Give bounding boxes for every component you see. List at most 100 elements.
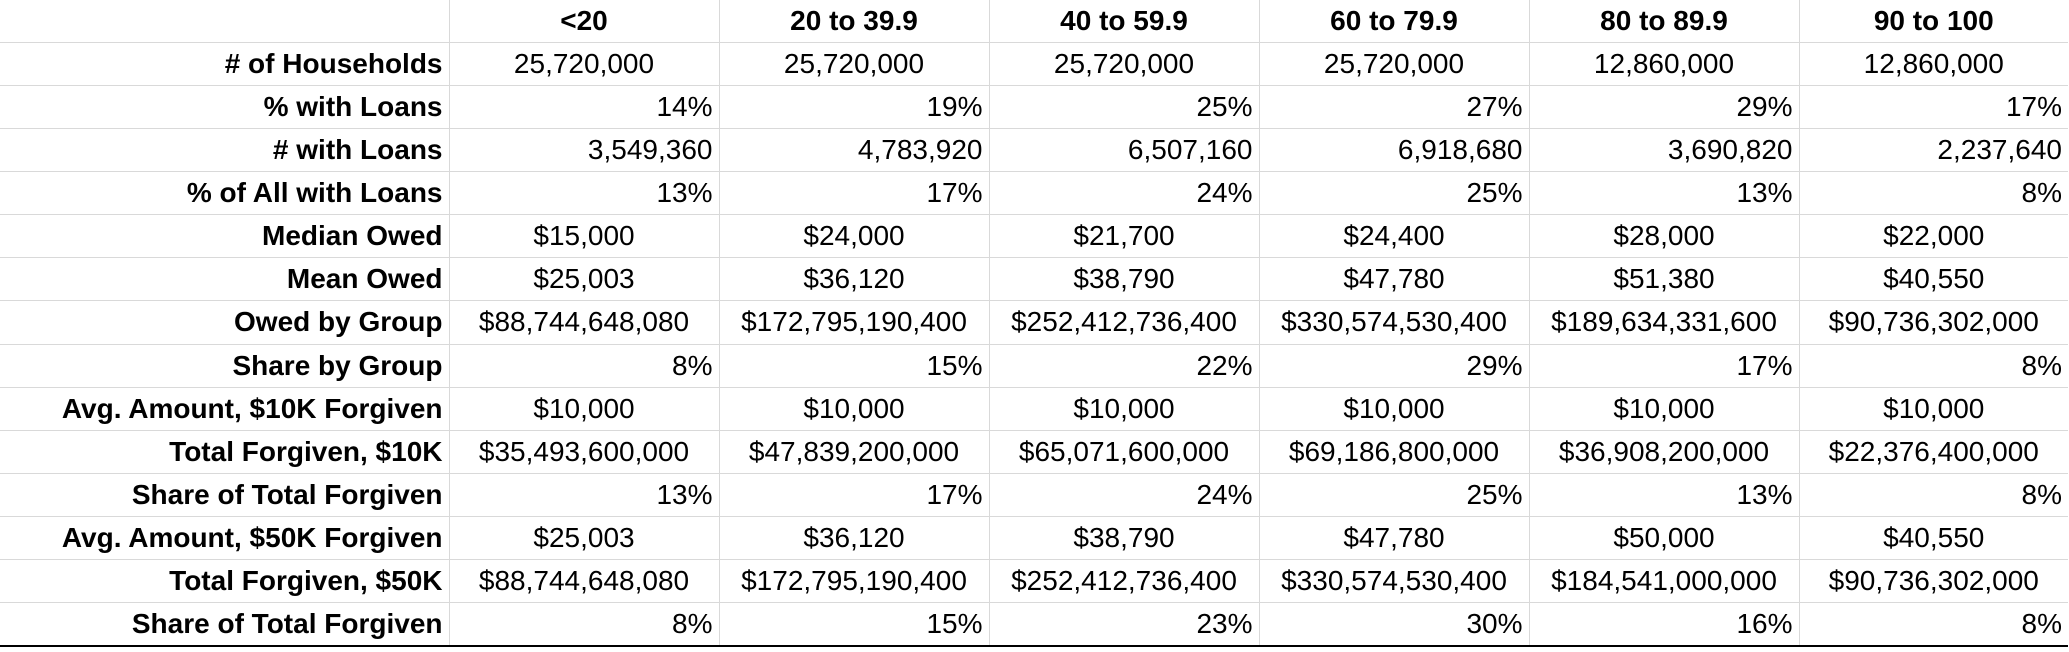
table-cell[interactable]: 15% xyxy=(718,343,990,388)
table-cell[interactable]: 30% xyxy=(1258,601,1530,647)
row-label[interactable]: % with Loans xyxy=(0,85,450,130)
table-cell[interactable]: $38,790 xyxy=(988,257,1260,302)
table-cell[interactable]: 8% xyxy=(1798,171,2068,216)
table-cell[interactable]: 25,720,000 xyxy=(1258,42,1530,87)
table-cell[interactable]: 27% xyxy=(1258,85,1530,130)
table-cell[interactable]: $47,839,200,000 xyxy=(718,429,990,474)
row-label[interactable]: Avg. Amount, $10K Forgiven xyxy=(0,386,450,431)
table-cell[interactable]: 24% xyxy=(988,472,1260,517)
column-header[interactable]: <20 xyxy=(448,0,720,44)
table-cell[interactable]: $36,908,200,000 xyxy=(1528,429,1800,474)
table-cell[interactable]: 4,783,920 xyxy=(718,128,990,173)
table-cell[interactable]: 19% xyxy=(718,85,990,130)
row-label[interactable]: Share of Total Forgiven xyxy=(0,472,450,517)
table-cell[interactable]: $65,071,600,000 xyxy=(988,429,1260,474)
table-cell[interactable]: $22,000 xyxy=(1798,214,2068,259)
table-cell[interactable]: 14% xyxy=(448,85,720,130)
table-cell[interactable]: 16% xyxy=(1528,601,1800,647)
table-cell[interactable]: 17% xyxy=(1528,343,1800,388)
table-cell[interactable]: $90,736,302,000 xyxy=(1798,558,2068,603)
table-cell[interactable]: 8% xyxy=(1798,472,2068,517)
table-cell[interactable]: $184,541,000,000 xyxy=(1528,558,1800,603)
table-cell[interactable]: $47,780 xyxy=(1258,515,1530,560)
column-header[interactable]: 80 to 89.9 xyxy=(1528,0,1800,44)
table-cell[interactable]: 25,720,000 xyxy=(448,42,720,87)
table-cell[interactable]: 29% xyxy=(1528,85,1800,130)
table-cell[interactable]: $28,000 xyxy=(1528,214,1800,259)
table-cell[interactable]: 8% xyxy=(1798,601,2068,647)
table-cell[interactable]: $88,744,648,080 xyxy=(448,300,720,345)
row-label[interactable]: % of All with Loans xyxy=(0,171,450,216)
table-cell[interactable]: 25% xyxy=(1258,171,1530,216)
table-cell[interactable]: $24,400 xyxy=(1258,214,1530,259)
column-header[interactable]: 20 to 39.9 xyxy=(718,0,990,44)
table-cell[interactable]: 2,237,640 xyxy=(1798,128,2068,173)
table-cell[interactable]: 13% xyxy=(1528,472,1800,517)
table-cell[interactable]: 8% xyxy=(1798,343,2068,388)
column-header[interactable]: 60 to 79.9 xyxy=(1258,0,1530,44)
table-cell[interactable]: $69,186,800,000 xyxy=(1258,429,1530,474)
table-cell[interactable]: $330,574,530,400 xyxy=(1258,558,1530,603)
table-cell[interactable]: $10,000 xyxy=(1528,386,1800,431)
row-label[interactable]: Median Owed xyxy=(0,214,450,259)
row-label[interactable]: Total Forgiven, $10K xyxy=(0,429,450,474)
table-cell[interactable]: 8% xyxy=(448,601,720,647)
table-cell[interactable]: $10,000 xyxy=(448,386,720,431)
table-cell[interactable]: $10,000 xyxy=(718,386,990,431)
table-cell[interactable]: $25,003 xyxy=(448,515,720,560)
table-cell[interactable]: 25,720,000 xyxy=(718,42,990,87)
table-cell[interactable]: 13% xyxy=(448,171,720,216)
table-cell[interactable]: 12,860,000 xyxy=(1528,42,1800,87)
table-cell[interactable]: $47,780 xyxy=(1258,257,1530,302)
row-label[interactable]: Avg. Amount, $50K Forgiven xyxy=(0,515,450,560)
table-cell[interactable]: $40,550 xyxy=(1798,515,2068,560)
table-cell[interactable]: $252,412,736,400 xyxy=(988,300,1260,345)
table-cell[interactable]: $22,376,400,000 xyxy=(1798,429,2068,474)
table-cell[interactable]: $40,550 xyxy=(1798,257,2068,302)
table-cell[interactable]: $36,120 xyxy=(718,515,990,560)
table-cell[interactable]: 24% xyxy=(988,171,1260,216)
column-header[interactable]: 40 to 59.9 xyxy=(988,0,1260,44)
table-cell[interactable]: 17% xyxy=(718,171,990,216)
table-cell[interactable]: $172,795,190,400 xyxy=(718,300,990,345)
table-cell[interactable]: $38,790 xyxy=(988,515,1260,560)
row-label[interactable]: # with Loans xyxy=(0,128,450,173)
table-cell[interactable]: 6,507,160 xyxy=(988,128,1260,173)
table-cell[interactable]: 15% xyxy=(718,601,990,647)
table-cell[interactable]: 22% xyxy=(988,343,1260,388)
table-cell[interactable]: 17% xyxy=(1798,85,2068,130)
table-cell[interactable]: $21,700 xyxy=(988,214,1260,259)
table-cell[interactable]: $24,000 xyxy=(718,214,990,259)
table-cell[interactable]: 8% xyxy=(448,343,720,388)
table-cell[interactable]: $10,000 xyxy=(1798,386,2068,431)
row-label[interactable]: Mean Owed xyxy=(0,257,450,302)
table-cell[interactable]: $88,744,648,080 xyxy=(448,558,720,603)
table-cell[interactable]: $36,120 xyxy=(718,257,990,302)
table-cell[interactable]: 25% xyxy=(1258,472,1530,517)
table-cell[interactable]: $10,000 xyxy=(1258,386,1530,431)
table-cell[interactable]: 23% xyxy=(988,601,1260,647)
row-label[interactable]: Share of Total Forgiven xyxy=(0,601,450,647)
table-cell[interactable]: 17% xyxy=(718,472,990,517)
table-cell[interactable]: $172,795,190,400 xyxy=(718,558,990,603)
table-cell[interactable]: 12,860,000 xyxy=(1798,42,2068,87)
table-cell[interactable]: $252,412,736,400 xyxy=(988,558,1260,603)
table-cell[interactable]: 25,720,000 xyxy=(988,42,1260,87)
row-label[interactable]: Owed by Group xyxy=(0,300,450,345)
table-cell[interactable]: 3,690,820 xyxy=(1528,128,1800,173)
table-cell[interactable]: 6,918,680 xyxy=(1258,128,1530,173)
row-label[interactable]: # of Households xyxy=(0,42,450,87)
table-cell[interactable]: $25,003 xyxy=(448,257,720,302)
table-cell[interactable]: $51,380 xyxy=(1528,257,1800,302)
column-header[interactable]: 90 to 100 xyxy=(1798,0,2068,44)
row-label[interactable]: Total Forgiven, $50K xyxy=(0,558,450,603)
table-cell[interactable]: $10,000 xyxy=(988,386,1260,431)
table-cell[interactable]: 13% xyxy=(448,472,720,517)
table-cell[interactable]: 29% xyxy=(1258,343,1530,388)
table-cell[interactable]: $35,493,600,000 xyxy=(448,429,720,474)
table-cell[interactable]: $189,634,331,600 xyxy=(1528,300,1800,345)
table-cell[interactable]: $90,736,302,000 xyxy=(1798,300,2068,345)
table-cell[interactable]: $50,000 xyxy=(1528,515,1800,560)
row-label[interactable]: Share by Group xyxy=(0,343,450,388)
table-cell[interactable]: $15,000 xyxy=(448,214,720,259)
